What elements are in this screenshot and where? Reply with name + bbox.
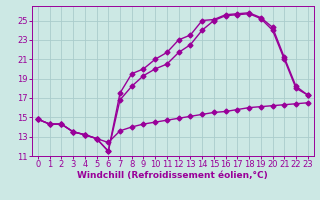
- X-axis label: Windchill (Refroidissement éolien,°C): Windchill (Refroidissement éolien,°C): [77, 171, 268, 180]
